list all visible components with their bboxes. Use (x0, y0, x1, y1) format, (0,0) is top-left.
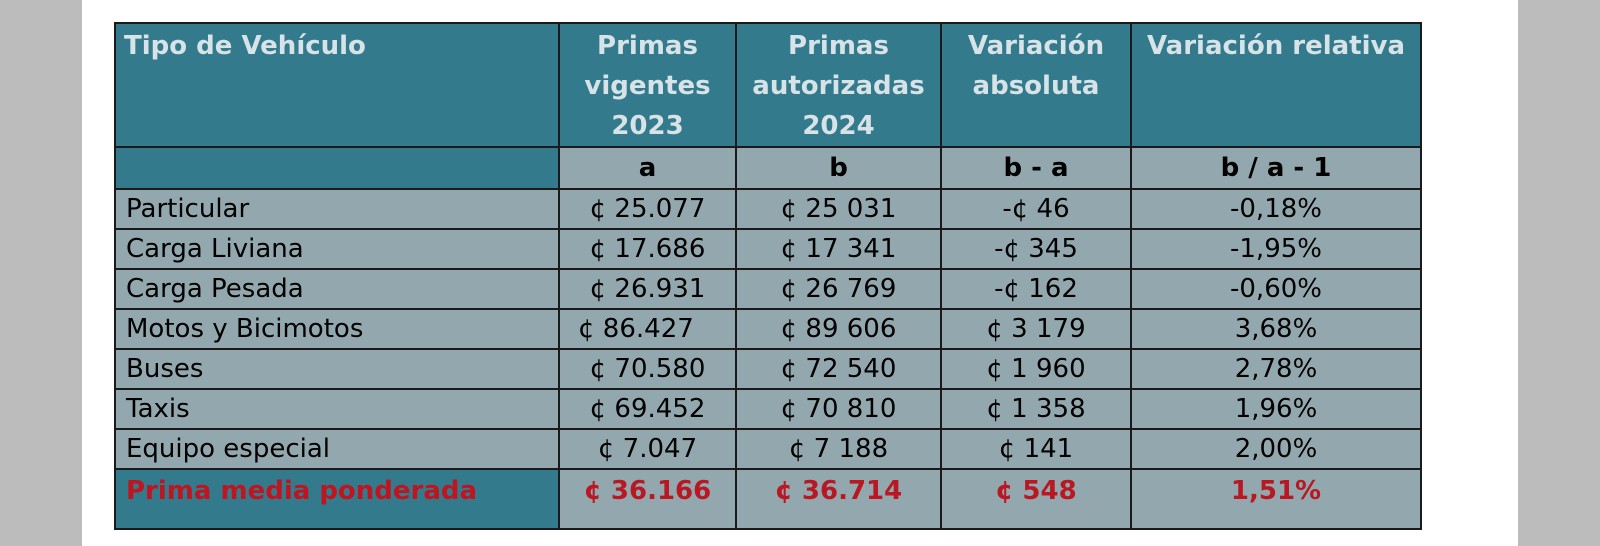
table-row: Motos y Bicimotos ¢ 86.427 ¢ 89 606 ¢ 3 … (114, 308, 1422, 350)
subheader-cell (114, 146, 560, 190)
header-vehicle-type: Tipo de Vehículo (114, 22, 560, 148)
total-label: Prima media ponderada (114, 468, 560, 530)
table-row: Equipo especial ¢ 7.047 ¢ 7 188 ¢ 141 2,… (114, 428, 1422, 470)
subheader-cell: a (558, 146, 737, 190)
value-cell: ¢ 17 341 (735, 228, 942, 270)
value-cell: ¢ 1 960 (940, 348, 1132, 390)
value-cell: ¢ 25.077 (558, 188, 737, 230)
subheader-cell: b / a - 1 (1130, 146, 1422, 190)
value-cell: 2,00% (1130, 428, 1422, 470)
value-cell: ¢ 70 810 (735, 388, 942, 430)
total-value: ¢ 36.166 (558, 468, 737, 530)
value-cell: -¢ 162 (940, 268, 1132, 310)
value-cell: ¢ 86.427 (558, 308, 737, 350)
value-cell: ¢ 7.047 (558, 428, 737, 470)
value-cell: ¢ 70.580 (558, 348, 737, 390)
value-cell: ¢ 7 188 (735, 428, 942, 470)
total-row: Prima media ponderada ¢ 36.166 ¢ 36.714 … (114, 468, 1422, 530)
value-cell: -¢ 345 (940, 228, 1132, 270)
vehicle-type-cell: Equipo especial (114, 428, 560, 470)
value-cell: ¢ 69.452 (558, 388, 737, 430)
vehicle-type-cell: Carga Pesada (114, 268, 560, 310)
subheader-cell: b (735, 146, 942, 190)
value-cell: ¢ 89 606 (735, 308, 942, 350)
header-row: Tipo de Vehículo Primas vigentes 2023 Pr… (114, 22, 1422, 148)
premium-table: Tipo de Vehículo Primas vigentes 2023 Pr… (114, 22, 1422, 530)
header-relative-variation: Variación relativa (1130, 22, 1422, 148)
header-premiums-2023: Primas vigentes 2023 (558, 22, 737, 148)
total-value: ¢ 36.714 (735, 468, 942, 530)
value-cell: ¢ 141 (940, 428, 1132, 470)
table-row: Carga Liviana ¢ 17.686 ¢ 17 341 -¢ 345 -… (114, 228, 1422, 270)
vehicle-type-cell: Buses (114, 348, 560, 390)
value-cell: -0,60% (1130, 268, 1422, 310)
value-cell: ¢ 72 540 (735, 348, 942, 390)
subheader-row: a b b - a b / a - 1 (114, 146, 1422, 190)
value-cell: ¢ 1 358 (940, 388, 1132, 430)
subheader-cell: b - a (940, 146, 1132, 190)
total-value: 1,51% (1130, 468, 1422, 530)
vehicle-type-cell: Motos y Bicimotos (114, 308, 560, 350)
header-absolute-variation: Variación absoluta (940, 22, 1132, 148)
vehicle-type-cell: Carga Liviana (114, 228, 560, 270)
table-row: Buses ¢ 70.580 ¢ 72 540 ¢ 1 960 2,78% (114, 348, 1422, 390)
table-row: Taxis ¢ 69.452 ¢ 70 810 ¢ 1 358 1,96% (114, 388, 1422, 430)
value-cell: -1,95% (1130, 228, 1422, 270)
value-cell: ¢ 26.931 (558, 268, 737, 310)
value-cell: ¢ 25 031 (735, 188, 942, 230)
value-cell: 3,68% (1130, 308, 1422, 350)
vehicle-type-cell: Particular (114, 188, 560, 230)
vehicle-type-cell: Taxis (114, 388, 560, 430)
value-cell: 1,96% (1130, 388, 1422, 430)
value-cell: -¢ 46 (940, 188, 1132, 230)
table-row: Particular ¢ 25.077 ¢ 25 031 -¢ 46 -0,18… (114, 188, 1422, 230)
value-cell: ¢ 3 179 (940, 308, 1132, 350)
value-cell: 2,78% (1130, 348, 1422, 390)
header-premiums-2024: Primas autorizadas 2024 (735, 22, 942, 148)
table-row: Carga Pesada ¢ 26.931 ¢ 26 769 -¢ 162 -0… (114, 268, 1422, 310)
total-value: ¢ 548 (940, 468, 1132, 530)
value-cell: ¢ 17.686 (558, 228, 737, 270)
value-cell: -0,18% (1130, 188, 1422, 230)
value-cell: ¢ 26 769 (735, 268, 942, 310)
